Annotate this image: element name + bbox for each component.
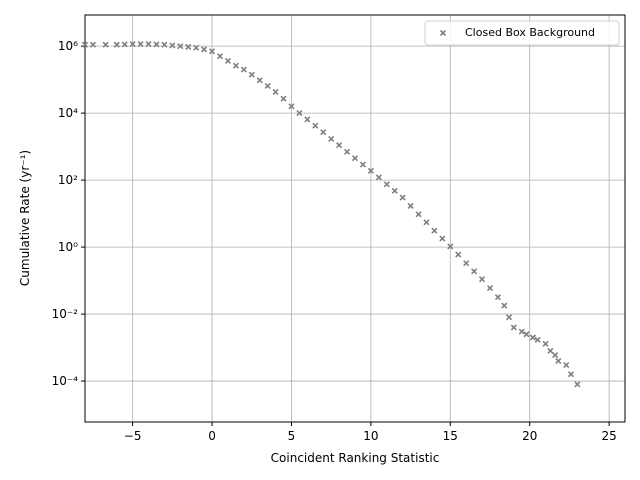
point xyxy=(169,42,176,49)
point xyxy=(529,334,536,341)
point xyxy=(296,110,303,117)
point xyxy=(367,167,374,174)
point xyxy=(312,122,319,129)
point xyxy=(423,219,430,226)
point xyxy=(145,41,152,48)
point xyxy=(547,347,554,354)
x-tick-label: 20 xyxy=(522,429,537,443)
y-tick-label: 10⁻² xyxy=(52,307,79,321)
point xyxy=(391,187,398,194)
point xyxy=(447,243,454,250)
x-tick-label: 10 xyxy=(363,429,378,443)
point xyxy=(383,181,390,188)
point xyxy=(534,336,541,343)
x-axis-label: Coincident Ranking Statistic xyxy=(271,451,440,465)
point xyxy=(216,53,224,60)
point xyxy=(113,41,120,48)
point xyxy=(431,227,438,234)
point xyxy=(486,284,494,292)
point xyxy=(455,251,462,258)
point xyxy=(272,88,279,95)
point xyxy=(137,41,144,48)
point xyxy=(256,77,263,84)
point xyxy=(208,48,216,55)
point xyxy=(463,260,470,267)
point xyxy=(501,302,508,309)
point xyxy=(542,340,549,347)
point xyxy=(494,294,502,301)
point xyxy=(89,41,97,48)
point xyxy=(153,41,160,48)
legend-marker xyxy=(439,29,447,37)
point xyxy=(439,235,446,242)
point xyxy=(288,103,295,110)
point xyxy=(240,66,247,73)
point xyxy=(336,142,343,149)
point xyxy=(232,62,239,69)
point xyxy=(280,95,287,102)
point xyxy=(574,381,581,388)
point xyxy=(264,82,271,89)
point xyxy=(343,148,351,155)
point xyxy=(248,71,255,78)
point xyxy=(129,41,136,48)
point xyxy=(505,314,513,321)
point xyxy=(555,357,562,364)
point xyxy=(518,328,525,335)
point xyxy=(224,57,232,65)
x-tick-label: −5 xyxy=(124,429,142,443)
legend-label: Closed Box Background xyxy=(465,26,595,39)
point xyxy=(471,268,478,275)
point xyxy=(399,194,406,201)
point xyxy=(375,174,382,181)
point xyxy=(328,135,335,142)
point xyxy=(407,202,414,209)
point xyxy=(351,155,359,162)
point xyxy=(359,161,367,168)
point xyxy=(201,46,208,53)
point xyxy=(415,211,422,218)
point xyxy=(523,331,530,338)
point xyxy=(510,324,517,331)
point xyxy=(563,362,570,369)
x-tick-label: 0 xyxy=(208,429,216,443)
x-tick-label: 15 xyxy=(443,429,458,443)
y-tick-label: 10² xyxy=(58,173,78,187)
point xyxy=(478,276,486,283)
point xyxy=(320,129,327,136)
x-tick-label: 25 xyxy=(601,429,616,443)
point xyxy=(121,41,128,48)
y-tick-label: 10⁴ xyxy=(58,106,78,120)
y-tick-label: 10⁰ xyxy=(58,240,78,254)
point xyxy=(161,41,168,48)
y-tick-label: 10⁶ xyxy=(58,39,78,53)
y-tick-label: 10⁻⁴ xyxy=(52,374,79,388)
point xyxy=(552,351,559,359)
point xyxy=(81,41,89,48)
point xyxy=(177,43,184,50)
point xyxy=(304,116,311,123)
point xyxy=(102,41,109,48)
point xyxy=(567,371,575,378)
x-tick-label: 5 xyxy=(288,429,296,443)
point xyxy=(193,44,200,51)
plot-frame xyxy=(84,14,626,423)
y-axis-label: Cumulative Rate (yr⁻¹) xyxy=(18,150,32,286)
point xyxy=(185,43,192,50)
legend-box xyxy=(424,20,620,46)
